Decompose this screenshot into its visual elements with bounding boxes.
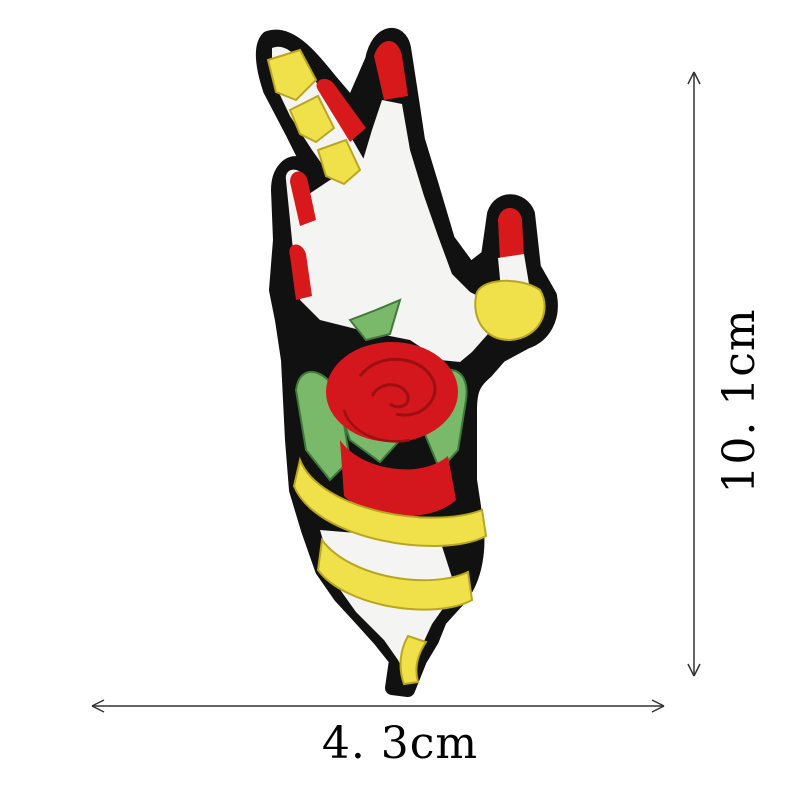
leaf-top xyxy=(348,298,402,342)
hand-skin xyxy=(296,100,488,362)
nail-thumb xyxy=(290,171,316,226)
rose-petal-bottom xyxy=(340,440,456,517)
height-dimension-label: 10. 1cm xyxy=(714,308,765,494)
ribbon-band-1 xyxy=(292,456,488,547)
ring-gold-1 xyxy=(266,48,318,102)
nail-pinky xyxy=(498,208,524,260)
nail-ring xyxy=(289,244,312,300)
rose-swirl-1 xyxy=(358,357,437,417)
vertical-dimension-arrow-icon xyxy=(687,71,701,677)
horizontal-dimension-arrow-icon xyxy=(91,699,665,713)
rose-swirl-3 xyxy=(342,409,411,443)
width-dimension-label: 4. 3cm xyxy=(321,718,479,769)
ring-gold-pinky xyxy=(474,279,546,342)
ribbon-tail xyxy=(399,634,428,686)
rose-swirl-2 xyxy=(370,383,410,409)
rose-outer xyxy=(326,342,458,442)
nail-middle xyxy=(374,41,408,100)
ribbon-band-2 xyxy=(316,537,474,611)
ring-gold-3 xyxy=(316,138,362,186)
nail-index xyxy=(316,78,366,142)
ring-gold-2 xyxy=(288,94,336,144)
